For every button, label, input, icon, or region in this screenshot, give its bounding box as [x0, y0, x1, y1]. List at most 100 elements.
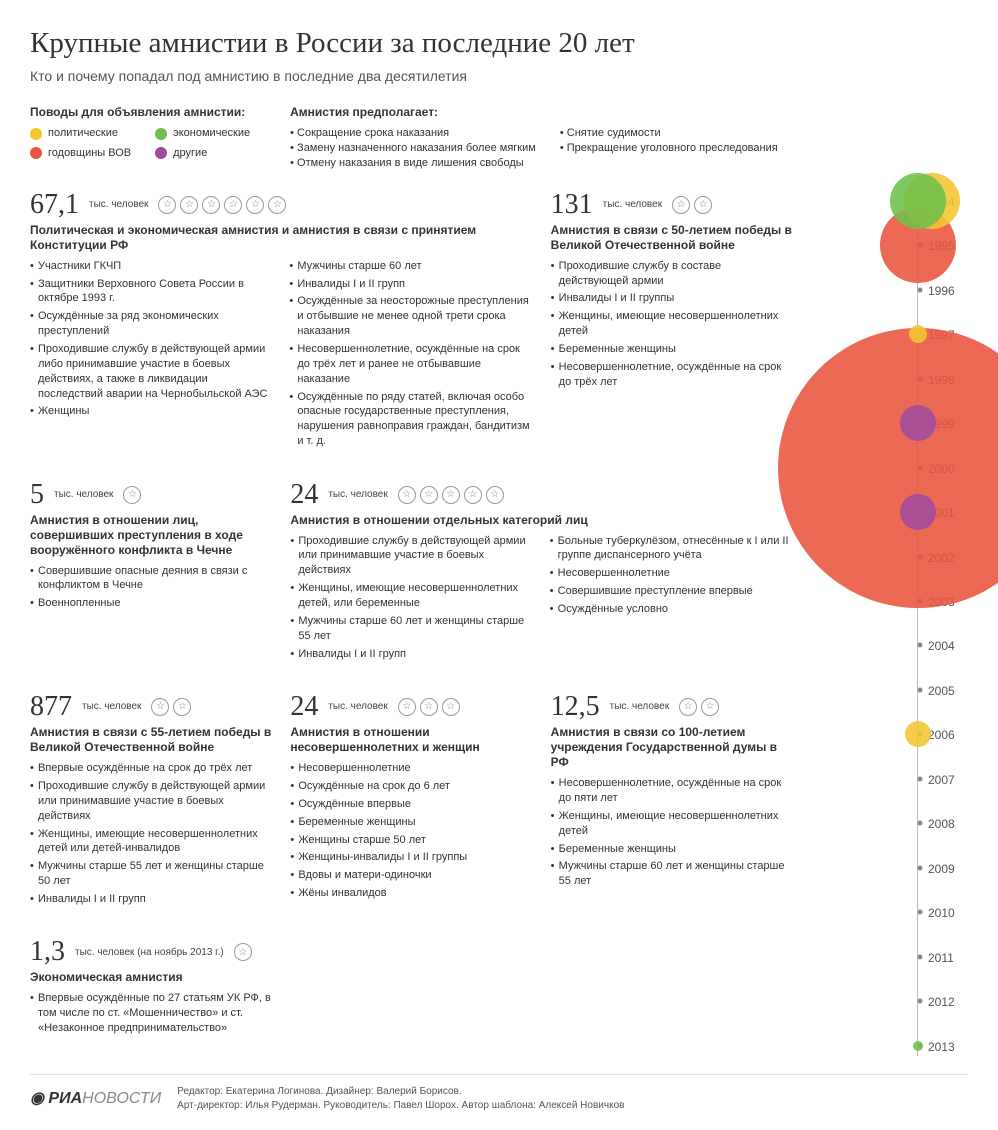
category-icon: ☆	[420, 486, 438, 504]
block-icons: ☆☆	[679, 698, 719, 716]
block-count: 24	[290, 693, 318, 721]
block-bullet: Несовершеннолетние, осуждённые на срок д…	[289, 342, 532, 387]
legend-reasons-title: Поводы для объявления амнистии:	[30, 104, 250, 120]
legend-reason-item: другие	[155, 146, 250, 161]
block-unit: тыс. человек (на ноябрь 2013 г.)	[75, 946, 224, 960]
block-bullet: Осуждённые за ряд экономических преступл…	[30, 309, 273, 339]
category-icon: ☆	[486, 486, 504, 504]
block-bullet: Проходившие службу в составе действующей…	[551, 259, 793, 289]
block-bullet: Совершившие опасные деяния в связи с кон…	[30, 564, 272, 594]
block-bullet: Мужчины старше 55 лет и женщины старше 5…	[30, 859, 272, 889]
category-icon: ☆	[679, 698, 697, 716]
timeline-tick	[918, 643, 923, 648]
block-bullet: Женщины, имеющие несовершеннолетних дете…	[30, 827, 272, 857]
timeline-year-label: 2007	[928, 772, 968, 788]
timeline-year-label: 1996	[928, 283, 968, 299]
timeline-tick	[918, 865, 923, 870]
page-subtitle: Кто и почему попадал под амнистию в посл…	[30, 67, 968, 86]
block-title: Амнистия в связи со 100-летием учреждени…	[551, 725, 793, 770]
block-count: 12,5	[551, 693, 600, 721]
timeline-tick	[918, 287, 923, 292]
block-icons: ☆☆☆☆☆	[398, 486, 504, 504]
block-bullet: Впервые осуждённые по 27 статьям УК РФ, …	[30, 991, 272, 1036]
legend-reason-label: экономические	[173, 126, 250, 141]
amnesty-block: 24тыс. человек☆☆☆☆☆Амнистия в отношении …	[290, 481, 793, 682]
amnesty-block: 12,5тыс. человек☆☆Амнистия в связи со 10…	[551, 693, 793, 926]
block-unit: тыс. человек	[89, 198, 148, 212]
block-bullet: Беременные женщины	[551, 342, 793, 357]
block-icons: ☆	[234, 943, 252, 961]
legend-reason-item: экономические	[155, 126, 250, 141]
block-count: 5	[30, 481, 44, 509]
category-icon: ☆	[420, 698, 438, 716]
block-bullet: Беременные женщины	[290, 815, 532, 830]
category-icon: ☆	[180, 196, 198, 214]
category-icon: ☆	[398, 486, 416, 504]
block-bullet: Осуждённые условно	[550, 602, 793, 617]
credits-line-1: Редактор: Екатерина Логинова. Дизайнер: …	[177, 1085, 624, 1099]
legend-reason-label: другие	[173, 146, 207, 161]
block-bullet: Инвалиды I и II групп	[289, 277, 532, 292]
timeline-axis	[917, 191, 918, 1056]
category-icon: ☆	[246, 196, 264, 214]
category-icon: ☆	[442, 698, 460, 716]
timeline-bubble	[900, 405, 936, 441]
block-bullet: Осуждённые за неосторожные преступления …	[289, 294, 532, 339]
block-bullet: Женщины, имеющие несовершеннолетних дете…	[290, 581, 533, 611]
legend-reason-item: политические	[30, 126, 131, 141]
block-bullet: Мужчины старше 60 лет	[289, 259, 532, 274]
timeline-tick	[918, 910, 923, 915]
block-count: 67,1	[30, 191, 79, 219]
block-bullet: Осуждённые на срок до 6 лет	[290, 779, 532, 794]
category-icon: ☆	[268, 196, 286, 214]
blocks-grid: 67,1тыс. человек☆☆☆☆☆☆Политическая и эко…	[30, 191, 793, 1056]
amnesty-block: 5тыс. человек☆Амнистия в отношении лиц, …	[30, 481, 272, 682]
block-title: Амнистия в отношении отдельных категорий…	[290, 513, 793, 528]
timeline-year-label: 2004	[928, 638, 968, 654]
block-bullet: Военнопленные	[30, 596, 272, 611]
legend-effect-item: Снятие судимости	[560, 126, 778, 141]
block-bullet: Защитники Верховного Совета России в окт…	[30, 277, 273, 307]
timeline-year-label: 2011	[928, 950, 968, 966]
category-icon: ☆	[202, 196, 220, 214]
block-title: Амнистия в связи с 50-летием победы в Ве…	[551, 223, 793, 253]
amnesty-block: 131тыс. человек☆☆Амнистия в связи с 50-л…	[551, 191, 793, 469]
logo-text-a: РИА	[48, 1090, 82, 1107]
category-icon: ☆	[464, 486, 482, 504]
block-count: 24	[290, 481, 318, 509]
category-icon: ☆	[151, 698, 169, 716]
block-bullet: Осуждённые по ряду статей, включая особо…	[289, 390, 532, 449]
legend-dot-icon	[155, 147, 167, 159]
block-bullet: Несовершеннолетние	[550, 566, 793, 581]
block-bullet: Инвалиды I и II групп	[290, 647, 533, 662]
timeline-tick	[918, 954, 923, 959]
category-icon: ☆	[234, 943, 252, 961]
block-bullet: Инвалиды I и II группы	[551, 291, 793, 306]
timeline-year-label: 2010	[928, 905, 968, 921]
block-bullet: Несовершеннолетние, осуждённые на срок д…	[551, 776, 793, 806]
category-icon: ☆	[224, 196, 242, 214]
category-icon: ☆	[173, 698, 191, 716]
legend-dot-icon	[30, 147, 42, 159]
legend-area: Поводы для объявления амнистии: политиче…	[30, 104, 968, 171]
block-bullet: Жёны инвалидов	[290, 886, 532, 901]
block-icons: ☆☆☆	[398, 698, 460, 716]
legend-effects-title: Амнистия предполагает:	[290, 104, 968, 120]
category-icon: ☆	[123, 486, 141, 504]
block-title: Амнистия в отношении несовершеннолетних …	[290, 725, 532, 755]
amnesty-block: 24 тыс. человек ☆☆☆ Амнистия в отношении не…	[290, 693, 532, 926]
block-unit: тыс. человек	[82, 700, 141, 714]
amnesty-block: 67,1тыс. человек☆☆☆☆☆☆Политическая и эко…	[30, 191, 533, 469]
category-icon: ☆	[672, 196, 690, 214]
block-bullet: Проходившие службу в действующей армии и…	[290, 534, 533, 579]
legend-effect-item: Замену назначенного наказания более мягк…	[290, 141, 536, 156]
block-count: 1,3	[30, 938, 65, 966]
block-bullet: Несовершеннолетние	[290, 761, 532, 776]
block-unit: тыс. человек	[328, 700, 387, 714]
legend-reason-item: годовщины ВОВ	[30, 146, 131, 161]
block-icons: ☆☆	[672, 196, 712, 214]
block-bullet: Инвалиды I и II групп	[30, 892, 272, 907]
block-title: Политическая и экономическая амнистия и …	[30, 223, 533, 253]
timeline-year-label: 2005	[928, 683, 968, 699]
block-icons: ☆	[123, 486, 141, 504]
